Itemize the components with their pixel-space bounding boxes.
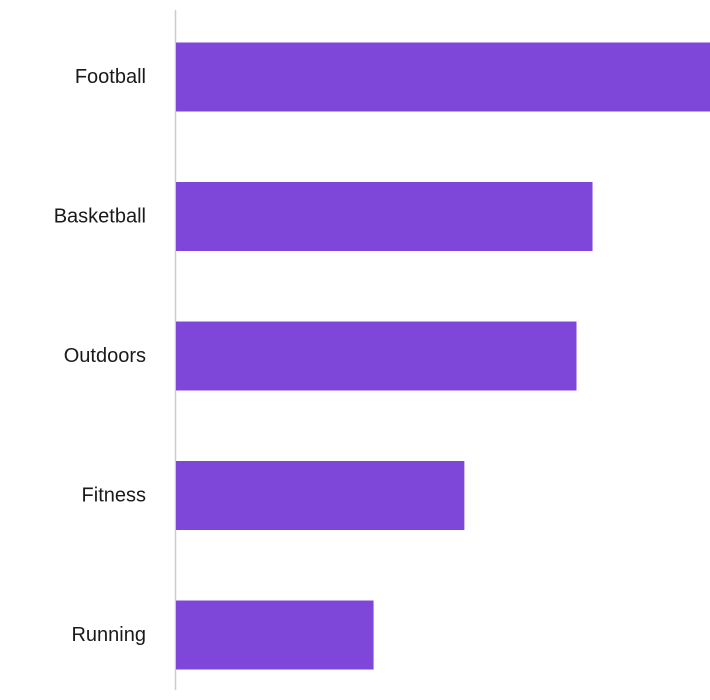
bars-group bbox=[176, 42, 710, 670]
category-label-football: Football bbox=[75, 66, 146, 88]
category-label-basketball: Basketball bbox=[54, 206, 146, 228]
bar-basketball bbox=[176, 182, 593, 251]
category-label-running: Running bbox=[71, 624, 146, 646]
bar-running bbox=[176, 600, 374, 670]
category-labels-group: Football Basketball Outdoors Fitness Running bbox=[54, 66, 146, 646]
category-label-fitness: Fitness bbox=[82, 485, 146, 507]
bar-fitness bbox=[176, 461, 465, 530]
bar-outdoors bbox=[176, 321, 577, 391]
category-label-outdoors: Outdoors bbox=[64, 345, 146, 367]
bar-football bbox=[176, 42, 710, 112]
